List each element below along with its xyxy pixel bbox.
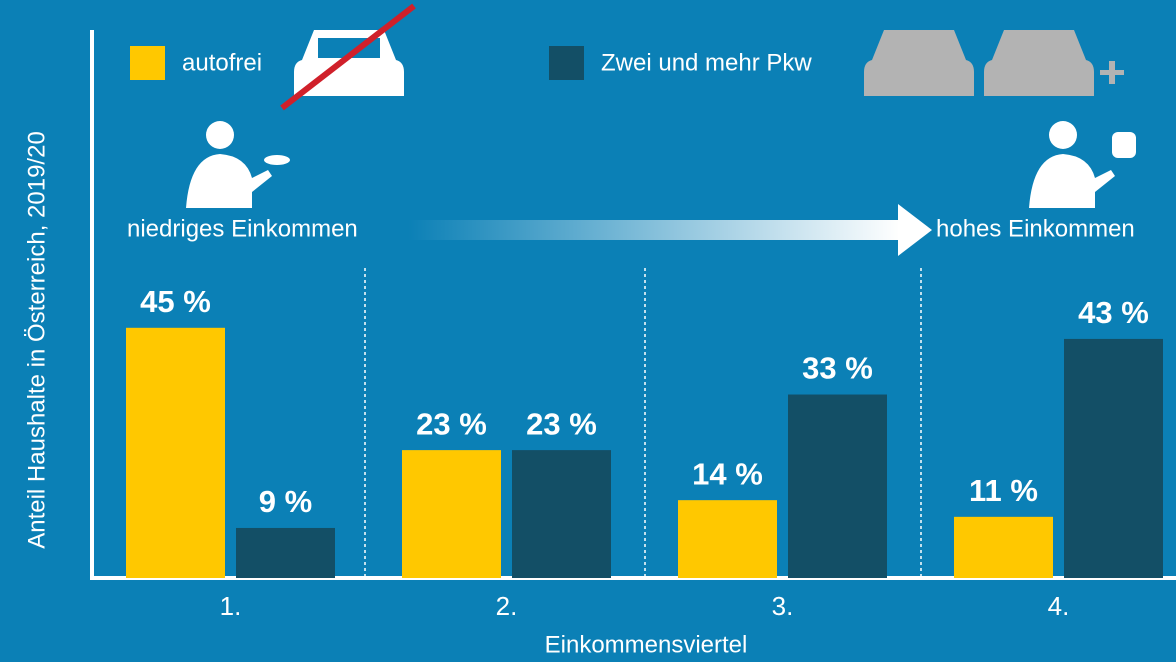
income-arrow bbox=[408, 220, 900, 240]
car-icon bbox=[280, 3, 416, 111]
bar bbox=[236, 527, 335, 578]
value-label: 23 % bbox=[526, 406, 597, 441]
legend-swatch bbox=[549, 46, 584, 80]
value-label: 43 % bbox=[1078, 295, 1149, 330]
x-tick-label: 2. bbox=[496, 591, 518, 621]
person-icon bbox=[186, 121, 290, 208]
x-tick-label: 4. bbox=[1048, 591, 1070, 621]
bar bbox=[126, 327, 225, 578]
arrow-head bbox=[898, 204, 932, 256]
annotation: hohes Einkommen bbox=[936, 215, 1135, 242]
x-axis-label: Einkommensviertel bbox=[545, 631, 748, 658]
value-label: 45 % bbox=[140, 284, 211, 319]
annotation: niedriges Einkommen bbox=[127, 215, 358, 242]
person-icon bbox=[1029, 121, 1136, 208]
y-axis-label: Anteil Haushalte in Österreich, 2019/20 bbox=[23, 131, 50, 549]
bar bbox=[1064, 338, 1163, 578]
value-label: 33 % bbox=[802, 351, 873, 386]
legend-swatch bbox=[130, 46, 165, 80]
car-icon bbox=[864, 30, 1124, 96]
value-label: 11 % bbox=[969, 473, 1038, 508]
bar bbox=[678, 500, 777, 578]
value-label: 23 % bbox=[416, 406, 487, 441]
bar bbox=[788, 394, 887, 578]
x-tick-label: 1. bbox=[220, 591, 242, 621]
bar bbox=[954, 516, 1053, 578]
bar bbox=[512, 450, 611, 578]
value-label: 14 % bbox=[692, 456, 763, 491]
legend-label: Zwei und mehr Pkw bbox=[601, 49, 812, 76]
bar bbox=[402, 450, 501, 578]
legend-label: autofrei bbox=[182, 49, 262, 76]
value-label: 9 % bbox=[259, 484, 312, 519]
x-tick-label: 3. bbox=[772, 591, 794, 621]
